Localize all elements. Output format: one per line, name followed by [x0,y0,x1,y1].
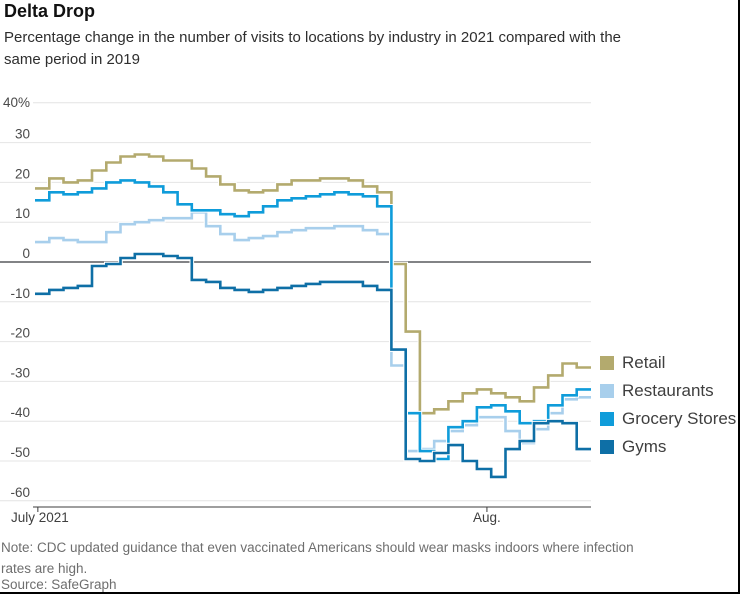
y-tick-label: 10 [15,206,30,221]
chart-subtitle-line1: Percentage change in the number of visit… [4,29,622,46]
gridlines [0,102,591,502]
y-tick-label: -30 [10,365,30,380]
y-tick-label: 30 [15,127,30,142]
y-tick-label: 40% [3,95,30,110]
legend-label-retail: Retail [622,353,666,372]
y-tick-label: -60 [10,485,30,500]
retail-swatch-icon [600,356,614,370]
series-line-grocery-stores [35,179,591,461]
y-tick-label: 0 [22,246,30,261]
chart-subtitle: Percentage change in the number of visit… [4,27,738,71]
series-casing [35,210,591,454]
gyms-swatch-icon [600,440,614,454]
legend: Retail Restaurants Grocery Stores Gyms [600,349,736,461]
x-tick-label: Aug. [473,510,501,525]
series-line-restaurants [35,211,591,453]
grocery-stores-swatch-icon [600,412,614,426]
series-lines [35,152,591,480]
axis-labels: 40% 30 20 10 0 -10 -20 -30 -40 -50 -60 July 2021 Aug… [3,95,501,525]
series-casing [35,251,591,480]
legend-item-gyms: Gyms [600,433,736,461]
series-line-retail [35,153,591,415]
legend-label-restaurants: Restaurants [622,381,714,400]
axes [33,506,591,512]
series-line-gyms [35,252,591,479]
note-text: Note: CDC updated guidance that even vac… [1,537,721,579]
y-tick-label: -40 [10,405,30,420]
y-tick-label: -10 [10,286,30,301]
y-tick-label: -50 [10,445,30,460]
legend-label-grocery-stores: Grocery Stores [622,409,737,428]
page-title: Delta Drop [4,1,96,21]
chart-subtitle-line2: same period in 2019 [4,51,140,68]
legend-label-gyms: Gyms [622,437,667,456]
restaurants-swatch-icon [600,384,614,398]
x-tick-label: July 2021 [11,510,69,525]
note-line1: Note: CDC updated guidance that even vac… [1,540,634,555]
legend-item-restaurants: Restaurants [600,377,736,405]
source-text: Source: SafeGraph [1,577,117,592]
legend-item-grocery-stores: Grocery Stores [600,405,736,433]
legend-item-retail: Retail [600,349,736,377]
note-line2: rates are high. [1,561,88,576]
y-tick-label: -20 [10,326,30,341]
y-tick-label: 20 [15,166,30,181]
